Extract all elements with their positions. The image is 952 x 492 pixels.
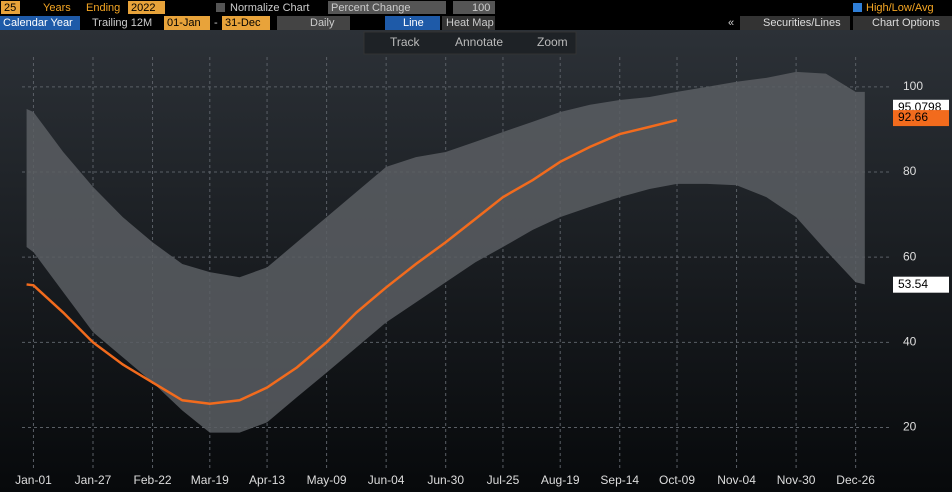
plot: 20 40 60 80 100 Jan-01 Jan-27 Feb-22 Mar-19 Apr-1… — [15, 57, 949, 487]
calendar[interactable]: Calendar Year — [3, 17, 73, 29]
calendar-box[interactable] — [0, 16, 80, 30]
x-tick-label: Jan-27 — [75, 473, 112, 487]
checkbox[interactable] — [853, 3, 862, 12]
base[interactable]: 100 — [472, 2, 490, 14]
x-tick-label: Apr-13 — [249, 473, 285, 487]
y-tick-label: 60 — [903, 249, 917, 263]
year[interactable]: 2022 — [131, 2, 155, 14]
x-tick-label: Jul-25 — [487, 473, 520, 487]
x-tick-label: Dec-26 — [836, 473, 875, 487]
years-label: Years — [43, 2, 71, 14]
freq-box[interactable] — [277, 16, 350, 30]
normalize[interactable]: Normalize Chart — [230, 2, 309, 14]
years[interactable]: 25 — [4, 2, 16, 14]
years-box[interactable] — [1, 1, 20, 14]
heat-box[interactable] — [442, 16, 495, 30]
y-tick-label: 80 — [903, 164, 917, 178]
x-tick-label: Sep-14 — [600, 473, 639, 487]
x-tick-label: Nov-04 — [717, 473, 756, 487]
options-box[interactable] — [853, 16, 952, 30]
high-low[interactable]: High/Low/Avg — [866, 2, 934, 14]
x-tick-label: Jun-04 — [368, 473, 405, 487]
last-value-box — [893, 110, 949, 127]
x-tick-label: May-09 — [307, 473, 347, 487]
start[interactable]: 01-Jan — [167, 17, 201, 29]
x-tick-label: Oct-09 — [659, 473, 695, 487]
securities-box[interactable] — [740, 16, 850, 30]
base-box[interactable] — [453, 1, 495, 14]
high-low-band — [26, 71, 865, 433]
y-tick-label: 20 — [903, 420, 917, 434]
last-value-label: 92.66 — [898, 110, 928, 124]
y-tick-label: 100 — [903, 79, 923, 93]
x-tick-label: Aug-19 — [541, 473, 580, 487]
line-mode[interactable]: Line — [403, 17, 424, 29]
mode[interactable]: Percent Change — [331, 2, 411, 14]
y-tick-label: 40 — [903, 335, 917, 349]
mode-box[interactable] — [328, 1, 446, 14]
tool-bar — [363, 31, 577, 55]
price-line — [26, 118, 678, 405]
x-tick-label: Mar-19 — [191, 473, 229, 487]
x-tick-label: Jan-01 — [15, 473, 52, 487]
end-box[interactable] — [222, 16, 270, 30]
x-tick-label: Nov-30 — [777, 473, 816, 487]
x-tick-label: Feb-22 — [134, 473, 172, 487]
freq[interactable]: Daily — [310, 17, 335, 29]
collapse[interactable]: « — [728, 17, 734, 29]
x-tick-label: Jun-30 — [427, 473, 464, 487]
last-value-box — [893, 276, 949, 293]
securities[interactable]: Securities/Lines — [763, 17, 841, 29]
dash: - — [214, 17, 218, 29]
tool-zoom[interactable]: Zoom — [537, 35, 568, 49]
trailing[interactable]: Trailing 12M — [92, 17, 152, 29]
tool-annotate[interactable]: Annotate — [455, 35, 503, 49]
checkbox[interactable] — [216, 3, 225, 12]
line-box[interactable] — [385, 16, 440, 30]
heat[interactable]: Heat Map — [446, 17, 494, 29]
end[interactable]: 31-Dec — [225, 17, 261, 29]
year-box[interactable] — [128, 1, 165, 14]
last-value-label: 53.54 — [898, 277, 928, 291]
tool-track[interactable]: Track — [390, 35, 421, 49]
start-box[interactable] — [164, 16, 210, 30]
ending-label: Ending — [86, 2, 120, 14]
options[interactable]: Chart Options — [872, 17, 940, 29]
